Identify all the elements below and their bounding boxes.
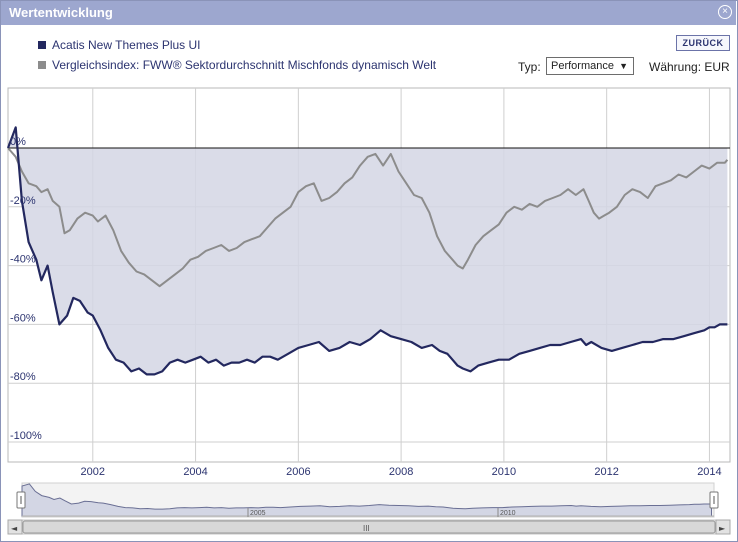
tick-labels: 2002 2004 2006 2008 2010 2012 2014 0% -20% -40% -6…	[10, 136, 722, 478]
series-layer	[6, 126, 729, 376]
type-select[interactable]: Performance ▼	[546, 57, 634, 75]
y-tick-label-40: -40%	[10, 254, 36, 266]
legend-swatch-index	[38, 61, 46, 69]
scrollbar-thumb[interactable]	[22, 520, 716, 534]
scroll-left-icon: ◄	[11, 524, 18, 533]
widget-title: Wertentwicklung	[9, 5, 113, 20]
scrollbar-left-button[interactable]	[7, 519, 23, 535]
legend-label-index: Vergleichsindex: FWW® Sektordurchschnitt…	[52, 58, 437, 72]
x-tick-label-2010: 2010	[492, 466, 516, 478]
scrollbar-right-button[interactable]	[715, 519, 731, 535]
type-label: Typ:	[518, 60, 541, 74]
x-tick-label-2004: 2004	[183, 466, 207, 478]
navigator-label-2005: 2005	[250, 510, 266, 517]
type-select-value: Performance	[551, 60, 614, 72]
y-tick-label-60: -60%	[10, 312, 36, 324]
navigator-series	[21, 483, 712, 517]
x-tick-label-2002: 2002	[81, 466, 105, 478]
x-tick-label-2012: 2012	[594, 466, 618, 478]
y-tick-label-80: -80%	[10, 371, 36, 383]
y-tick-label-20: -20%	[10, 195, 36, 207]
x-tick-label-2008: 2008	[389, 466, 413, 478]
y-tick-label-0: 0%	[10, 136, 26, 148]
series-line-index	[7, 147, 729, 288]
title-bar: Wertentwicklung ×	[1, 1, 736, 25]
y-tick-label-100: -100%	[10, 430, 42, 442]
currency-label: Währung: EUR	[649, 60, 730, 74]
back-button[interactable]: ZURÜCK	[676, 35, 730, 51]
legend-item-fund[interactable]: Acatis New Themes Plus UI	[38, 38, 201, 52]
scroll-right-icon: ►	[719, 524, 726, 533]
x-tick-label-2014: 2014	[697, 466, 721, 478]
legend-label-fund: Acatis New Themes Plus UI	[52, 38, 201, 52]
fill-layer	[8, 127, 730, 375]
close-icon[interactable]: ×	[718, 5, 732, 19]
legend-item-index[interactable]: Vergleichsindex: FWW® Sektordurchschnitt…	[38, 58, 436, 72]
scrollbar-grip: III	[363, 524, 370, 533]
x-tick-label-2006: 2006	[286, 466, 310, 478]
series-line-fund	[6, 126, 728, 376]
dropdown-arrow-icon: ▼	[619, 61, 628, 71]
fund-area-fill	[8, 127, 728, 375]
legend-swatch-fund	[38, 41, 46, 49]
navigator-label-2010: 2010	[500, 510, 516, 517]
